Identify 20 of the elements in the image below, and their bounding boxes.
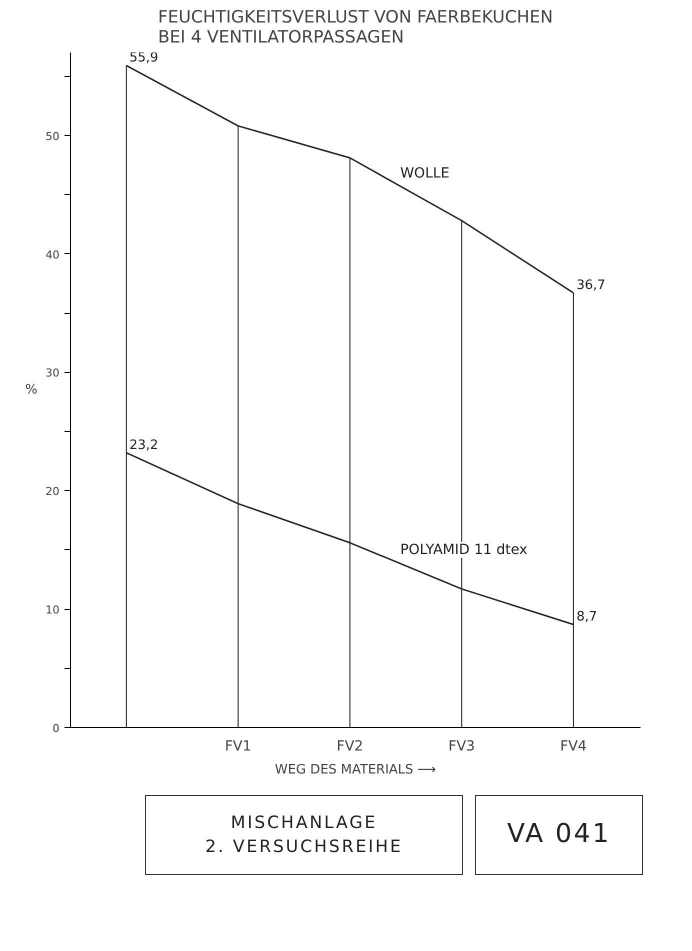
chart-title: FEUCHTIGKEITSVERLUST VON FAERBEKUCHEN BEI 4 VENTILATORPASSAGEN bbox=[158, 8, 553, 48]
x-tick-label: FV1 bbox=[224, 738, 252, 754]
data-label: 23,2 bbox=[129, 438, 158, 453]
y-tick-label: 40 bbox=[46, 248, 60, 262]
y-tick-label: 0 bbox=[52, 722, 60, 735]
data-label: 8,7 bbox=[576, 609, 598, 624]
series-label: WOLLE bbox=[400, 165, 450, 182]
y-axis-title: % bbox=[25, 382, 38, 398]
text: VA 041 bbox=[475, 795, 643, 875]
data-label: 36,7 bbox=[576, 278, 606, 293]
x-tick-label: FV2 bbox=[336, 738, 364, 754]
x-tick-label: FV3 bbox=[448, 738, 475, 754]
y-tick-label: 20 bbox=[46, 485, 60, 498]
y-tick-label: 30 bbox=[46, 366, 60, 380]
y-tick-label: 10 bbox=[46, 604, 60, 617]
x-tick-label: FV4 bbox=[560, 738, 587, 754]
x-axis-title: WEG DES MATERIALS ⟶ bbox=[274, 762, 436, 778]
series-label: POLYAMID 11 dtex bbox=[400, 542, 528, 558]
y-tick-label: 50 bbox=[46, 130, 60, 143]
text: MISCHANLAGE 2. VERSUCHSREIHE bbox=[145, 795, 463, 875]
